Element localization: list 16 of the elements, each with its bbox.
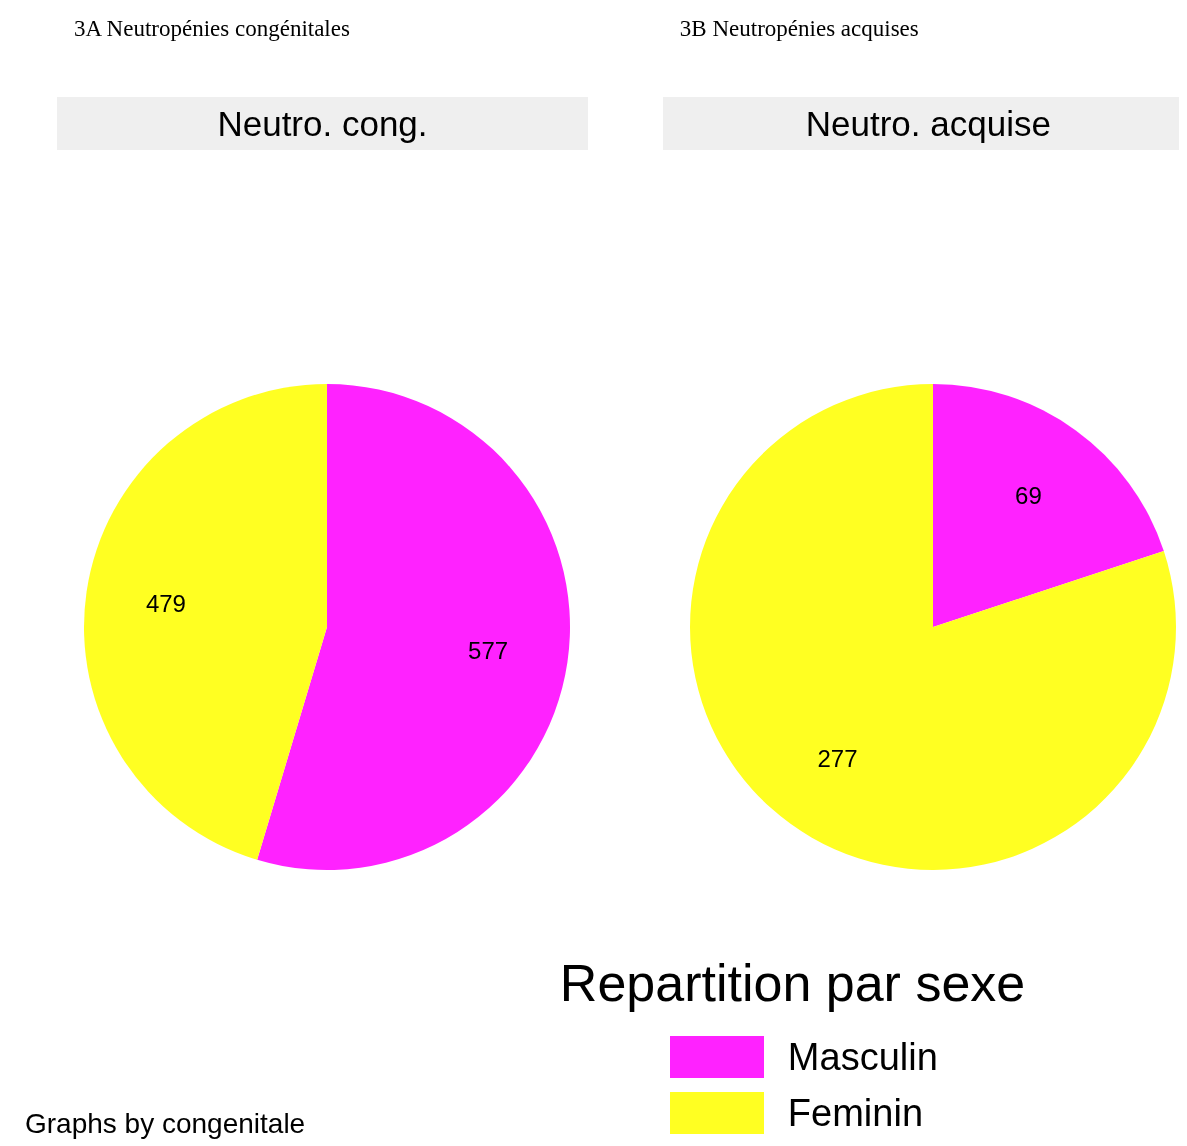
pie-slice — [689, 384, 1176, 870]
pie-slice — [257, 384, 570, 870]
data-label: 277 — [817, 745, 858, 773]
chart-subtitle: Neutro. acquise — [804, 103, 1052, 145]
chart-title: 3A Neutropénies congénitales — [74, 16, 350, 42]
data-label: 577 — [468, 637, 509, 665]
data-label: 479 — [145, 589, 186, 617]
data-label: 69 — [1014, 481, 1042, 509]
legend-label: Feminin — [787, 1091, 924, 1135]
chart-title: 3B Neutropénies acquises — [679, 16, 919, 42]
legend-title: Repartition par sexe — [559, 953, 1026, 1013]
pie-slice — [932, 384, 1164, 627]
text: Graphs by congenitale — [25, 1107, 306, 1141]
legend-label: Masculin — [787, 1035, 938, 1079]
chart-subtitle: Neutro. cong. — [57, 97, 588, 150]
pie-slice — [84, 384, 327, 860]
